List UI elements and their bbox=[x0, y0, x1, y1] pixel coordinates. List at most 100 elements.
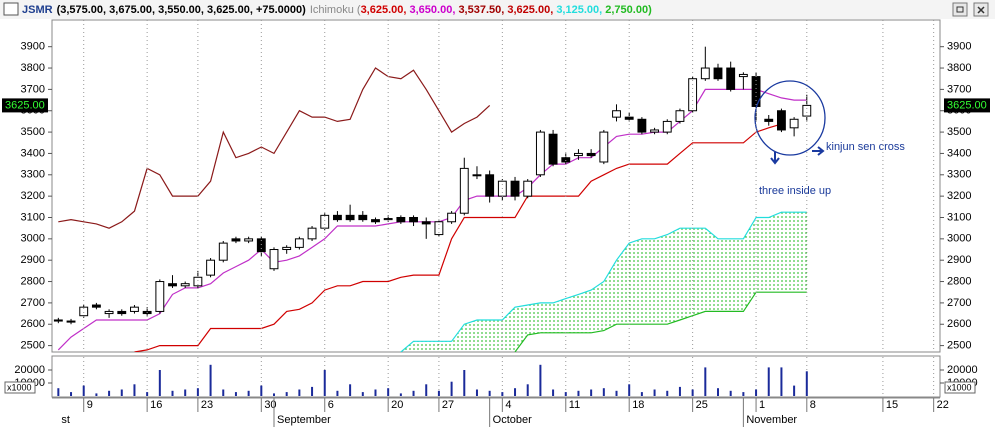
volume-bar bbox=[82, 385, 85, 396]
y-tick-label: 3700 bbox=[21, 83, 45, 95]
volume-bar bbox=[349, 384, 352, 396]
indicator-line bbox=[134, 123, 782, 352]
volume-bar bbox=[146, 392, 149, 396]
volume-bar bbox=[425, 384, 428, 396]
candle-body bbox=[561, 157, 571, 163]
volume-tick-label: 20000 bbox=[14, 364, 45, 376]
x-tick-label: 4 bbox=[505, 399, 511, 411]
volume-bar bbox=[387, 388, 390, 396]
y-tick-label: 3100 bbox=[21, 211, 45, 223]
volume-bar bbox=[653, 389, 656, 396]
candle-body bbox=[282, 246, 292, 251]
volume-bar bbox=[247, 390, 250, 396]
volume-bar bbox=[196, 388, 199, 396]
volume-bar bbox=[640, 392, 643, 396]
y-tick-label: 3700 bbox=[947, 83, 971, 95]
candle-body bbox=[447, 212, 457, 223]
volume-bar bbox=[298, 389, 301, 396]
x-tick-label: 22 bbox=[937, 399, 949, 411]
indicator-value: 2,750.00) bbox=[605, 4, 652, 16]
candle-body bbox=[294, 238, 304, 248]
y-tick-label: 3500 bbox=[21, 126, 45, 138]
x-tick-label: 23 bbox=[201, 399, 213, 411]
candle-body bbox=[548, 133, 558, 165]
volume-bar bbox=[95, 393, 98, 396]
restore-button[interactable] bbox=[952, 2, 968, 17]
volume-bar bbox=[666, 390, 669, 396]
volume-bar bbox=[108, 390, 111, 396]
volume-bar bbox=[717, 388, 719, 396]
candle-body bbox=[218, 242, 228, 261]
indicator: Ichimoku ( bbox=[310, 4, 361, 16]
down-arrow bbox=[770, 152, 780, 165]
candle-body bbox=[91, 304, 101, 308]
candle-body bbox=[650, 129, 660, 133]
candle-body bbox=[66, 320, 76, 323]
x-tick-label: 15 bbox=[886, 399, 898, 411]
volume-bar bbox=[234, 392, 237, 396]
candle-body bbox=[485, 174, 495, 197]
indicator-value: 3,125.00, bbox=[556, 4, 605, 16]
volume-bar bbox=[70, 392, 73, 396]
y-tick-label: 3200 bbox=[21, 190, 45, 202]
price-box bbox=[944, 98, 990, 113]
unit-box bbox=[4, 381, 36, 394]
y-tick-label: 2600 bbox=[21, 318, 45, 330]
header: JSMR (3,575.00, 3,675.00, 3,550.00, 3,625… bbox=[22, 4, 652, 16]
candle-body bbox=[637, 118, 647, 133]
volume-bar bbox=[399, 393, 402, 396]
volume-bar bbox=[285, 392, 288, 396]
y-tick-label: 3800 bbox=[947, 62, 971, 74]
y-tick-label: 2700 bbox=[947, 297, 971, 309]
y-tick-label: 2800 bbox=[21, 275, 45, 287]
candle-body bbox=[510, 180, 520, 197]
volume-bar bbox=[501, 392, 504, 396]
price-box bbox=[2, 98, 48, 113]
volume-bar bbox=[463, 370, 466, 396]
candle-body bbox=[409, 216, 418, 223]
volume-bar bbox=[780, 367, 783, 396]
y-tick-label: 3800 bbox=[21, 62, 45, 74]
volume-bar bbox=[437, 390, 440, 396]
x-tick-label: 1 bbox=[759, 399, 765, 411]
y-tick-label: 2500 bbox=[21, 340, 45, 352]
y-tick-label: 3300 bbox=[947, 169, 971, 181]
volume-bar bbox=[260, 385, 263, 396]
candle-body bbox=[612, 110, 621, 118]
candle-body bbox=[180, 283, 190, 287]
volume-bar bbox=[805, 371, 808, 396]
unit-box bbox=[944, 381, 976, 394]
candle-body bbox=[535, 131, 545, 176]
window-icon[interactable] bbox=[3, 2, 19, 16]
x-tick-label: 20 bbox=[391, 399, 403, 411]
month-label: October bbox=[493, 414, 532, 426]
volume-bar bbox=[374, 389, 377, 396]
candle-body bbox=[764, 118, 774, 122]
volume-bar bbox=[678, 386, 681, 396]
volume-bar bbox=[742, 392, 745, 396]
x-tick-label: 9 bbox=[87, 399, 93, 411]
candle-body bbox=[586, 152, 596, 157]
candle-body bbox=[371, 219, 380, 223]
candle-body bbox=[231, 238, 241, 242]
price-label: 3625.00 bbox=[5, 99, 45, 111]
y-tick-label: 3400 bbox=[947, 147, 971, 159]
volume-bar bbox=[564, 392, 567, 396]
volume-bar bbox=[590, 389, 593, 396]
y-tick-label: 3900 bbox=[947, 41, 971, 53]
volume-bar bbox=[514, 388, 517, 396]
y-tick-label: 2500 bbox=[947, 340, 971, 352]
candle-body bbox=[104, 310, 114, 315]
y-tick-label: 3100 bbox=[947, 211, 971, 223]
candle-body bbox=[789, 118, 799, 129]
y-tick-label: 2800 bbox=[947, 275, 971, 287]
y-tick-label: 2900 bbox=[21, 254, 45, 266]
candle-body bbox=[307, 227, 317, 240]
volume-bar bbox=[323, 370, 326, 396]
volume-bar bbox=[615, 390, 618, 396]
annotation: kinjun sen cross bbox=[826, 141, 905, 153]
candle-body bbox=[130, 306, 139, 312]
candle-body bbox=[206, 259, 216, 276]
candle-body bbox=[396, 216, 406, 223]
